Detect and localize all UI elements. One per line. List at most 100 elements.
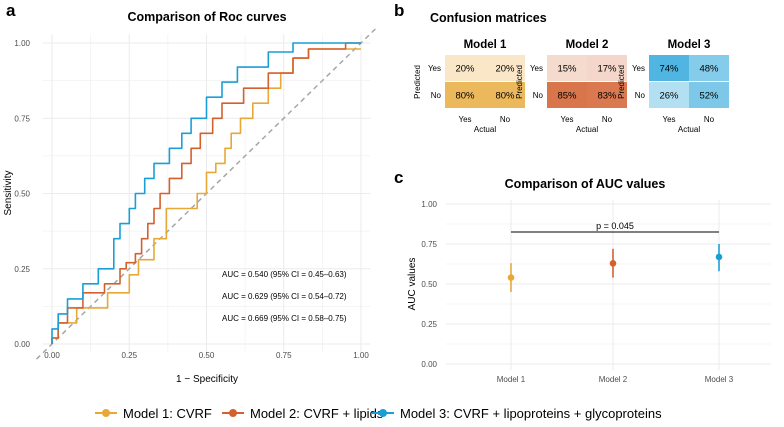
matrix-title: Model 1 xyxy=(464,39,507,51)
auc-label-model-3: AUC = 0.669 (95% CI = 0.58–0.75) xyxy=(222,314,347,323)
auc-points: p = 0.045 xyxy=(507,221,723,292)
legend-item-model-3: Model 3: CVRF + lipoproteins + glycoprot… xyxy=(372,406,662,421)
confusion-matrix-2: Model 2 15% 17% Yes 85% 83% No Yes No Actual Predi… xyxy=(515,39,627,134)
panel-letter-b: b xyxy=(394,1,404,20)
matrix-cell xyxy=(445,82,485,108)
matrix-row-label: Yes xyxy=(632,64,645,73)
auc-y-tick-label: 1.00 xyxy=(421,200,437,209)
matrix-cell xyxy=(445,55,485,81)
matrix-y-axis-label: Predicted xyxy=(413,65,422,99)
matrix-row-label: No xyxy=(431,91,442,100)
roc-panel: a Comparison of Roc curves 0.00 0.00 0.25 0… xyxy=(3,1,377,385)
matrix-cell xyxy=(649,55,689,81)
auc-label-model-1: AUC = 0.540 (95% CI = 0.45–0.63) xyxy=(222,270,347,279)
auc-ticks: 0.00 0.25 0.50 0.75 1.00 Model 1 Model 2 Model … xyxy=(421,200,733,384)
roc-curves xyxy=(51,42,361,344)
roc-curve-model-2 xyxy=(51,42,361,344)
legend-label: Model 1: CVRF xyxy=(123,406,212,421)
auc-title: Comparison of AUC values xyxy=(505,177,666,191)
auc-point-model-3 xyxy=(715,253,723,261)
confusion-panel: b Confusion matrices Model 1 20% 20% Yes 80%… xyxy=(394,1,729,134)
matrix-cell xyxy=(485,55,525,81)
legend: Model 1: CVRF Model 2: CVRF + lipids Model… xyxy=(95,406,662,421)
confusion-matrix-3: Model 3 74% 48% Yes 26% 52% No Yes No Actual Predi… xyxy=(617,39,729,134)
matrix-cell-value: 17% xyxy=(597,64,617,75)
auc-x-tick-label: Model 1 xyxy=(497,375,526,384)
confusion-matrices: Model 1 20% 20% Yes 80% 80% No Yes No Actual Predi… xyxy=(413,39,729,134)
roc-y-tick-label: 0.25 xyxy=(14,265,30,274)
roc-x-tick-label: 0.00 xyxy=(44,351,60,360)
matrix-cell-value: 20% xyxy=(495,64,515,75)
legend-label: Model 2: CVRF + lipids xyxy=(250,406,384,421)
matrix-row-label: No xyxy=(533,91,544,100)
roc-curve-model-1 xyxy=(51,48,361,344)
matrix-col-label: No xyxy=(602,115,613,124)
legend-dot xyxy=(229,409,237,417)
auc-y-tick-label: 0.75 xyxy=(421,240,437,249)
matrix-row-label: No xyxy=(635,91,646,100)
matrix-col-label: No xyxy=(704,115,715,124)
matrix-cell-value: 80% xyxy=(495,91,515,102)
matrix-cell xyxy=(587,82,627,108)
matrix-cell xyxy=(649,82,689,108)
auc-x-tick-label: Model 2 xyxy=(599,375,628,384)
p-value-label: p = 0.045 xyxy=(596,221,634,231)
panel-letter-c: c xyxy=(394,168,403,187)
matrix-cell xyxy=(689,55,729,81)
matrix-cell xyxy=(547,82,587,108)
matrix-cell-value: 15% xyxy=(557,64,577,75)
matrix-cell xyxy=(689,82,729,108)
auc-y-tick-label: 0.25 xyxy=(421,320,437,329)
matrix-cell xyxy=(547,55,587,81)
auc-y-tick-label: 0.00 xyxy=(421,360,437,369)
matrix-x-axis-label: Actual xyxy=(576,125,598,134)
legend-label: Model 3: CVRF + lipoproteins + glycoprot… xyxy=(400,406,662,421)
confusion-matrix-1: Model 1 20% 20% Yes 80% 80% No Yes No Actual Predi… xyxy=(413,39,525,134)
auc-point-model-1 xyxy=(507,274,515,281)
roc-y-tick-label: 1.00 xyxy=(14,39,30,48)
roc-x-tick-label: 0.75 xyxy=(276,351,292,360)
matrix-cell-value: 74% xyxy=(659,64,679,75)
auc-point-model-2 xyxy=(609,260,617,267)
legend-item-model-2: Model 2: CVRF + lipids xyxy=(222,406,384,421)
auc-panel: c Comparison of AUC values 0.000.250.500… xyxy=(394,168,771,384)
legend-item-model-1: Model 1: CVRF xyxy=(95,406,212,421)
matrix-x-axis-label: Actual xyxy=(678,125,700,134)
roc-curve-model-3 xyxy=(51,42,361,344)
matrix-col-label: No xyxy=(500,115,511,124)
legend-dot xyxy=(379,409,387,417)
roc-y-axis-label: Sensitivity xyxy=(3,170,14,215)
matrix-y-axis-label: Predicted xyxy=(617,65,626,99)
roc-title: Comparison of Roc curves xyxy=(127,10,286,24)
matrix-title: Model 2 xyxy=(566,39,609,51)
legend-dot xyxy=(102,409,110,417)
auc-x-tick-label: Model 3 xyxy=(705,375,734,384)
panel-letter-a: a xyxy=(6,1,16,20)
matrix-cell xyxy=(485,82,525,108)
matrix-title: Model 3 xyxy=(668,39,711,51)
confusion-title: Confusion matrices xyxy=(430,11,547,25)
matrix-cell-value: 48% xyxy=(699,64,719,75)
auc-y-tick-label: 0.50 xyxy=(421,280,437,289)
matrix-row-label: Yes xyxy=(530,64,543,73)
roc-x-axis-label: 1 − Specificity xyxy=(176,374,238,385)
matrix-row-label: Yes xyxy=(428,64,441,73)
matrix-cell-value: 20% xyxy=(455,64,475,75)
roc-x-tick-label: 0.50 xyxy=(199,351,215,360)
matrix-cell xyxy=(587,55,627,81)
roc-y-tick-label: 0.50 xyxy=(14,190,30,199)
matrix-cell-value: 52% xyxy=(699,91,719,102)
matrix-col-label: Yes xyxy=(560,115,573,124)
matrix-cell-value: 26% xyxy=(659,91,679,102)
roc-x-tick-label: 1.00 xyxy=(353,351,369,360)
roc-x-tick-label: 0.25 xyxy=(121,351,137,360)
matrix-x-axis-label: Actual xyxy=(474,125,496,134)
roc-ticks: 0.00 0.00 0.25 0.25 0.50 0.50 0.75 0.75 1.00 1.00 xyxy=(14,39,369,360)
auc-y-axis-label: AUC values xyxy=(407,258,418,311)
matrix-cell-value: 85% xyxy=(557,91,577,102)
matrix-cell-value: 83% xyxy=(597,91,617,102)
matrix-cell-value: 80% xyxy=(455,91,475,102)
auc-label-model-2: AUC = 0.629 (95% CI = 0.54–0.72) xyxy=(222,292,347,301)
roc-y-tick-label: 0.00 xyxy=(14,340,30,349)
